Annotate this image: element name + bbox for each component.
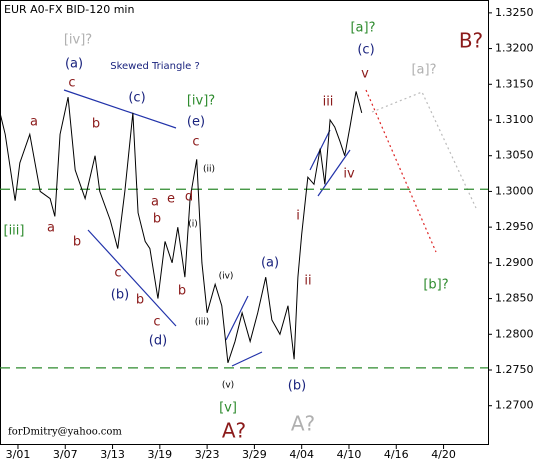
- wave-label: iv: [343, 167, 355, 182]
- y-tick-label: 1.2800: [495, 327, 533, 340]
- x-tick-label: 3/29: [242, 448, 267, 461]
- wave-label: (d): [149, 334, 167, 349]
- wave-label: a: [151, 195, 159, 210]
- x-tick-label: 3/19: [147, 448, 172, 461]
- wave-label: B?: [459, 29, 483, 53]
- plot-frame: [0, 0, 489, 445]
- wave-label: [v]: [219, 401, 237, 416]
- wave-label: (c): [357, 43, 374, 58]
- x-tick-label: 4/20: [431, 448, 456, 461]
- trend-line: [317, 149, 351, 197]
- wave-label: (iv): [219, 272, 234, 282]
- y-tick-label: 1.3200: [495, 42, 533, 55]
- wave-label: b: [178, 284, 186, 299]
- wave-label: b: [153, 212, 161, 227]
- y-tick-label: 1.2950: [495, 220, 533, 233]
- wave-label: (b): [288, 379, 306, 394]
- wave-label: b: [73, 235, 81, 250]
- y-tick-label: 1.3100: [495, 113, 533, 126]
- y-tick-label: 1.3150: [495, 77, 533, 90]
- x-tick-label: 4/04: [289, 448, 314, 461]
- wave-label: a: [47, 221, 55, 236]
- wave-label: b: [136, 293, 144, 308]
- y-tick-label: 1.2750: [495, 363, 533, 376]
- footer: forDmitry@yahoo.com: [8, 427, 122, 438]
- x-tick-label: 3/23: [195, 448, 220, 461]
- price-line: [0, 91, 363, 364]
- wave-label: iii: [323, 95, 334, 110]
- x-tick-label: 3/01: [6, 448, 31, 461]
- wave-label: c: [192, 135, 199, 150]
- wave-label: (v): [222, 381, 234, 391]
- wave-label: c: [68, 76, 75, 91]
- wave-label: i: [296, 209, 300, 224]
- wave-label: d: [185, 190, 193, 205]
- wave-label: [iii]: [4, 224, 25, 239]
- wave-label: [b]?: [423, 278, 448, 293]
- wave-label: (iii): [195, 318, 210, 328]
- wave-label: A?: [222, 419, 246, 443]
- wave-label: (a): [65, 57, 83, 72]
- wave-label: (ii): [203, 165, 215, 175]
- wave-label: (b): [111, 288, 129, 303]
- y-tick-label: 1.3000: [495, 184, 533, 197]
- trend-line: [231, 351, 263, 367]
- wave-label: (c): [128, 91, 145, 106]
- wave-label: [iv]?: [187, 94, 215, 109]
- wave-label: (a): [261, 256, 279, 271]
- wave-label: a: [30, 115, 38, 130]
- x-tick-label: 3/07: [53, 448, 78, 461]
- x-tick-label: 3/13: [100, 448, 125, 461]
- trend-line: [63, 89, 177, 129]
- wave-label: [a]?: [411, 63, 436, 78]
- y-tick-label: 1.2900: [495, 256, 533, 269]
- y-tick-label: 1.3050: [495, 149, 533, 162]
- wave-label: (i): [188, 220, 198, 230]
- x-tick-label: 4/16: [384, 448, 409, 461]
- wave-label: b: [92, 117, 100, 132]
- y-tick-label: 1.2700: [495, 399, 533, 412]
- wave-label: e: [167, 192, 175, 207]
- trend-line: [87, 229, 177, 327]
- trend-line: [225, 295, 249, 341]
- wave-label: (e): [187, 115, 205, 130]
- wave-label: v: [361, 67, 369, 82]
- wave-label: c: [153, 315, 160, 330]
- x-tick-label: 4/10: [337, 448, 362, 461]
- chart-title: EUR A0-FX BID-120 min: [4, 3, 134, 16]
- wave-label: A?: [291, 412, 315, 436]
- wave-label: [iv]?: [64, 33, 92, 48]
- wave-label: Skewed Triangle ?: [110, 61, 200, 72]
- y-tick-label: 1.3250: [495, 6, 533, 19]
- wave-label: c: [114, 266, 121, 281]
- wave-label: ii: [304, 274, 311, 289]
- y-tick-label: 1.2850: [495, 292, 533, 305]
- wave-label: [a]?: [350, 21, 375, 36]
